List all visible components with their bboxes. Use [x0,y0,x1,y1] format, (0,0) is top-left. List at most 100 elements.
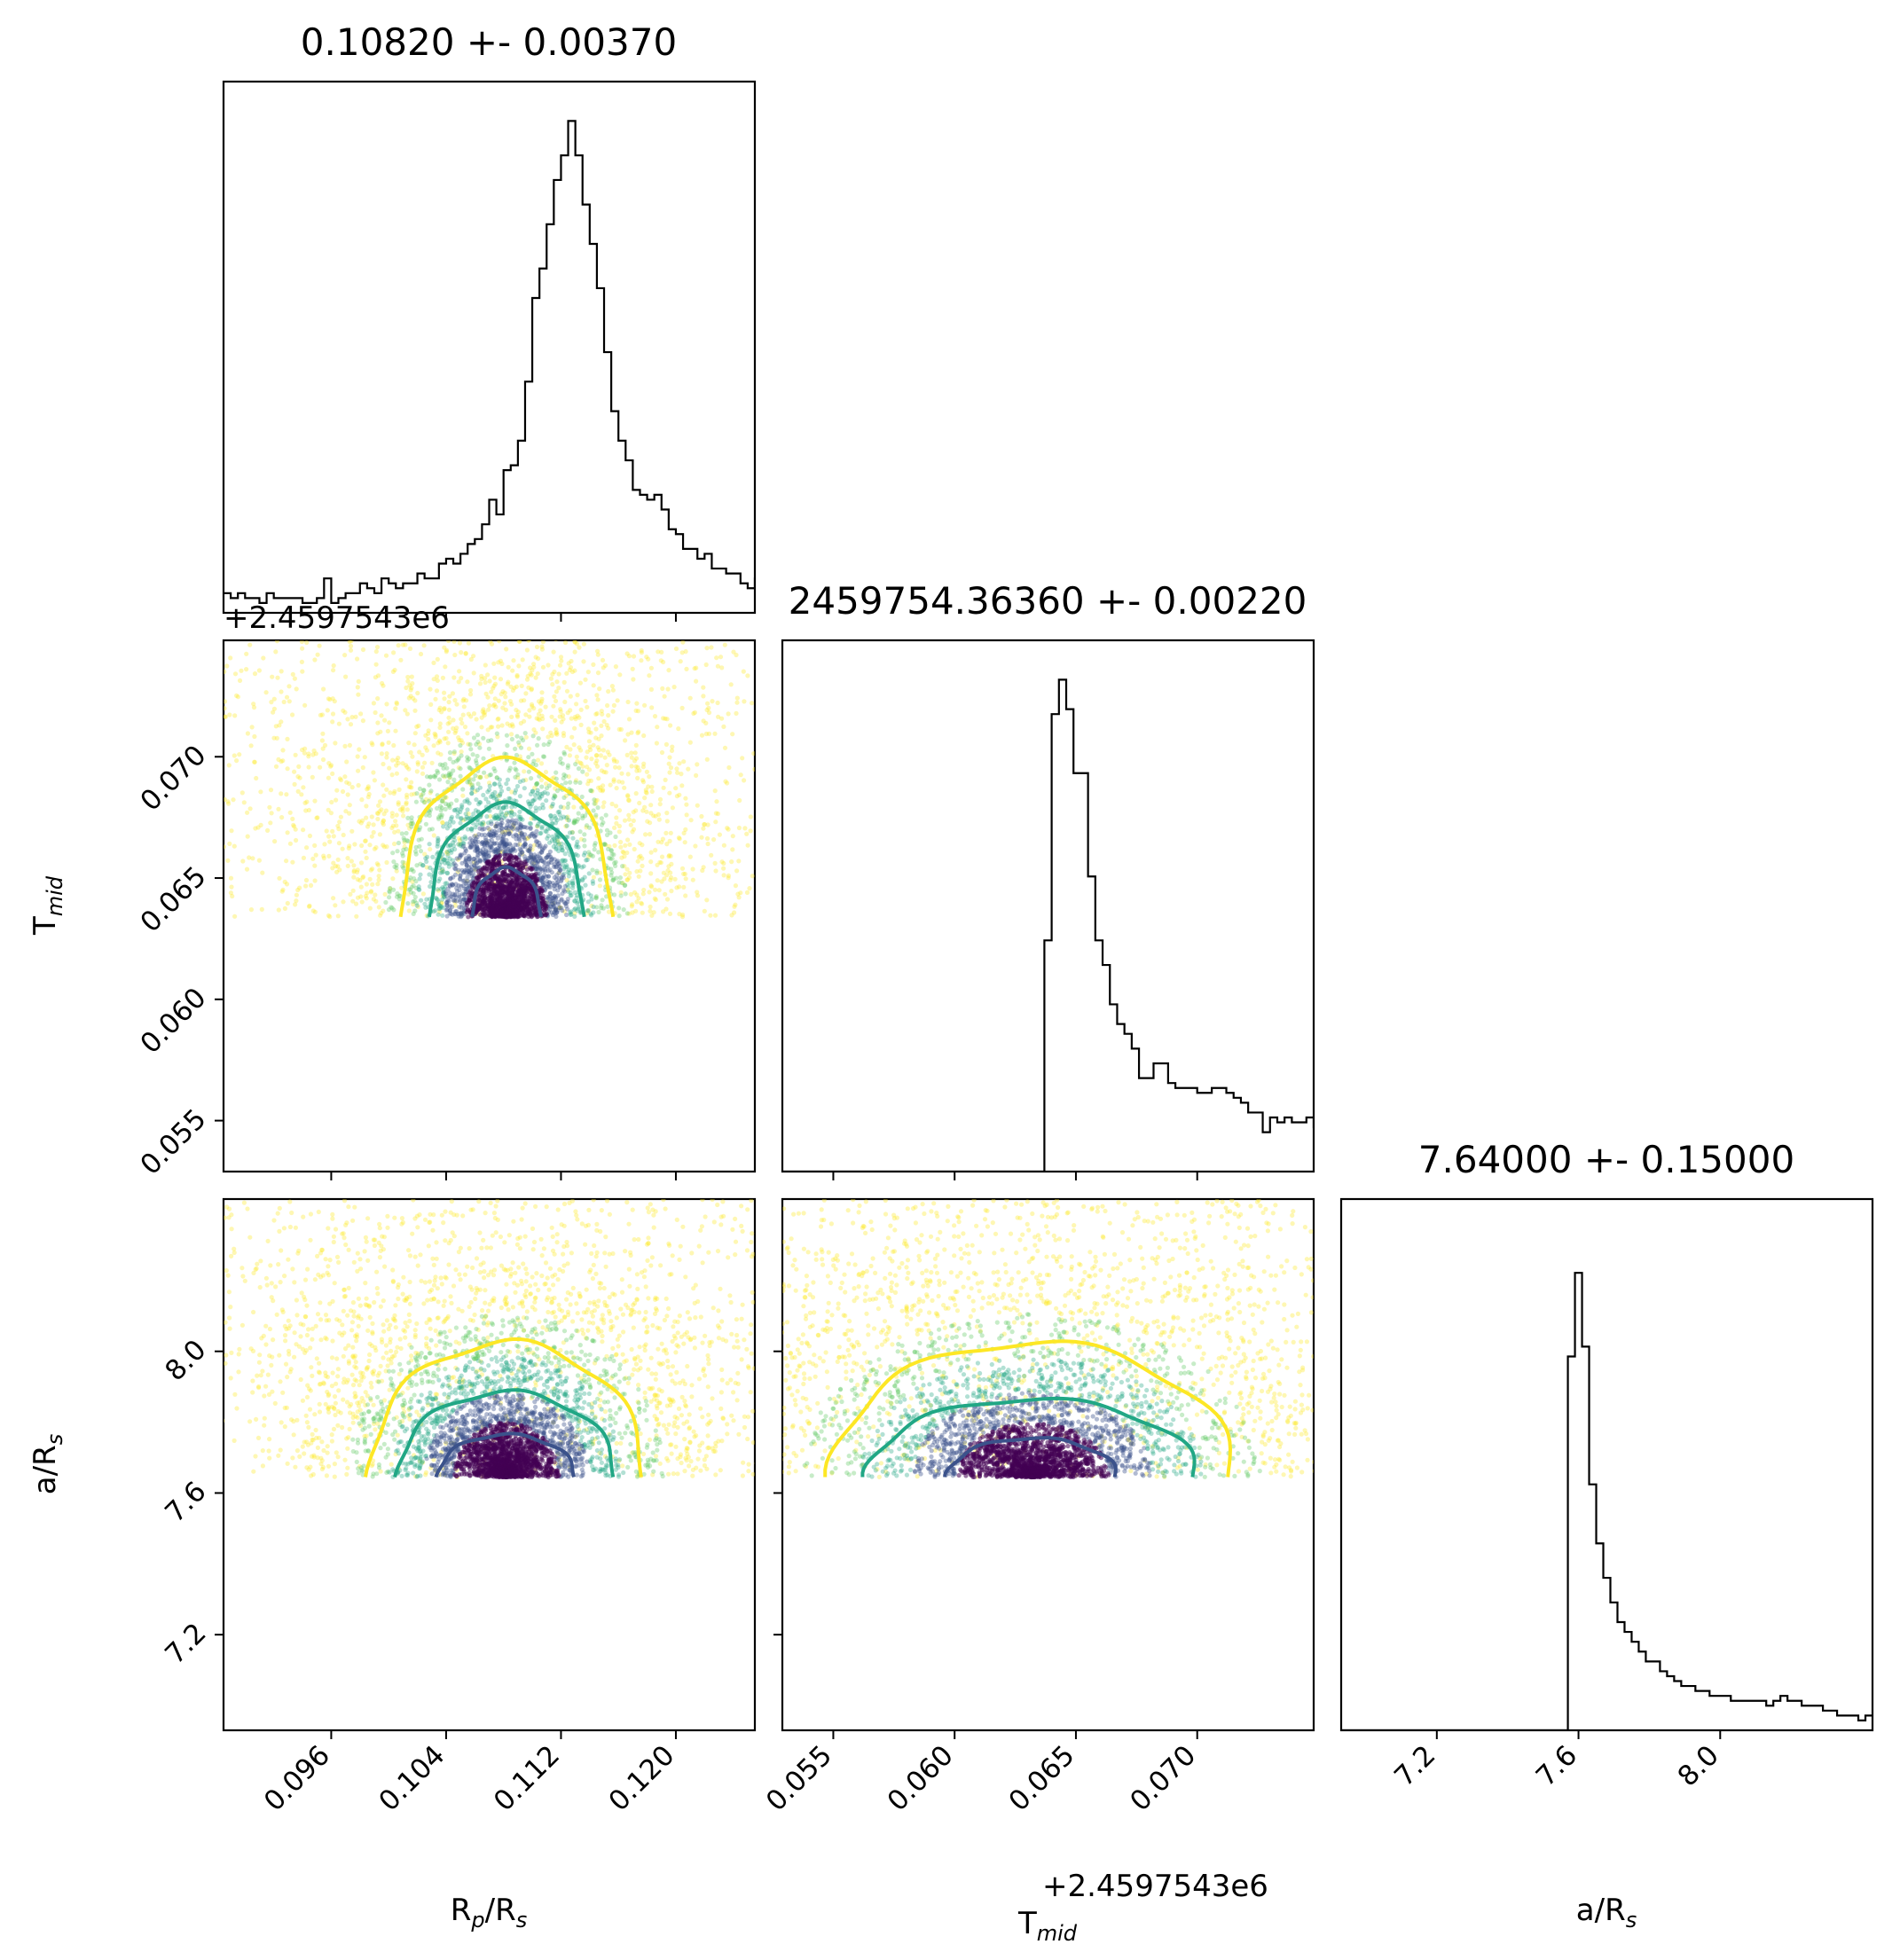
scatter-point [536,1287,541,1293]
scatter-point [394,866,399,871]
scatter-point [553,896,559,902]
scatter-point [328,811,334,816]
scatter-point [535,742,540,748]
scatter-point [451,838,458,843]
scatter-point [555,888,561,893]
scatter-point [441,890,446,896]
scatter-point [506,831,512,837]
scatter-point [604,832,610,838]
scatter-point [585,908,591,913]
scatter-point [355,1409,360,1415]
scatter-point [414,791,420,796]
scatter-point [394,771,399,776]
scatter-point [386,740,391,745]
scatter-point [554,876,559,882]
scatter-point [618,839,624,845]
scatter-point [517,828,522,834]
scatter-point [546,883,552,890]
scatter-point [464,881,470,886]
scatter-point [564,877,569,883]
scatter-point [594,753,600,758]
scatter-point [490,841,495,846]
scatter-point [681,871,687,877]
scatter-point [448,907,453,913]
scatter-point [651,910,656,915]
scatter-point [423,745,428,750]
scatter-point [526,640,531,643]
scatter-point [525,835,531,841]
scatter-point [593,814,599,819]
scatter-point [402,863,407,868]
scatter-point [540,791,546,796]
scatter-point [569,1199,575,1203]
scatter-point [264,1282,270,1288]
scatter-point [467,844,474,851]
scatter-point [546,840,553,845]
scatter-point [554,818,560,823]
scatter-point [599,723,604,729]
scatter-point [655,862,660,867]
scatter-point [528,825,533,830]
scatter-point [518,822,523,827]
scatter-point [548,898,554,904]
scatter-point [342,710,348,715]
scatter-point [554,835,560,840]
scatter-point [451,749,457,755]
scatter-point [601,906,606,911]
scatter-point [585,704,590,710]
scatter-point [369,741,374,746]
scatter-point [545,835,550,842]
scatter-point [474,843,479,849]
scatter-point [441,765,446,771]
scatter-point [546,896,551,901]
scatter-point [518,825,524,830]
scatter-point [461,892,467,898]
scatter-point [465,827,471,832]
scatter-point [548,894,554,899]
scatter-point [436,901,441,907]
scatter-point [464,858,469,864]
scatter-point [424,1336,429,1341]
scatter-point [388,1322,393,1328]
scatter-point [285,736,290,742]
scatter-point [665,686,671,692]
scatter-point [500,841,506,846]
scatter-point [437,906,443,911]
scatter-point [346,845,351,851]
scatter-point [415,760,420,765]
scatter-point [618,726,624,733]
scatter-point [501,832,507,837]
scatter-point [537,871,543,876]
scatter-point [543,868,548,874]
scatter-point [475,835,480,840]
scatter-point [374,811,381,816]
scatter-point [648,850,654,855]
scatter-point [473,772,478,779]
scatter-point [521,738,526,743]
scatter-point [460,878,467,884]
scatter-point [549,901,554,907]
scatter-point [595,697,601,702]
scatter-point [522,824,528,830]
scatter-point [547,884,553,890]
scatter-point [279,889,285,894]
scatter-point [670,744,675,749]
scatter-point [449,814,454,820]
scatter-point [715,700,720,706]
scatter-point [411,695,416,702]
scatter-point [516,814,522,819]
scatter-point [555,838,561,843]
scatter-point [640,863,645,869]
scatter-point [440,857,445,862]
scatter-point [225,858,231,863]
scatter-point [674,885,679,890]
scatter-point [355,869,360,875]
scatter-point [474,741,479,747]
scatter-point [538,1160,543,1164]
scatter-point [459,815,464,821]
scatter-point [434,1392,440,1397]
scatter-point [592,797,597,803]
scatter-point [586,908,592,913]
scatter-point [681,759,687,764]
scatter-point [669,748,675,754]
